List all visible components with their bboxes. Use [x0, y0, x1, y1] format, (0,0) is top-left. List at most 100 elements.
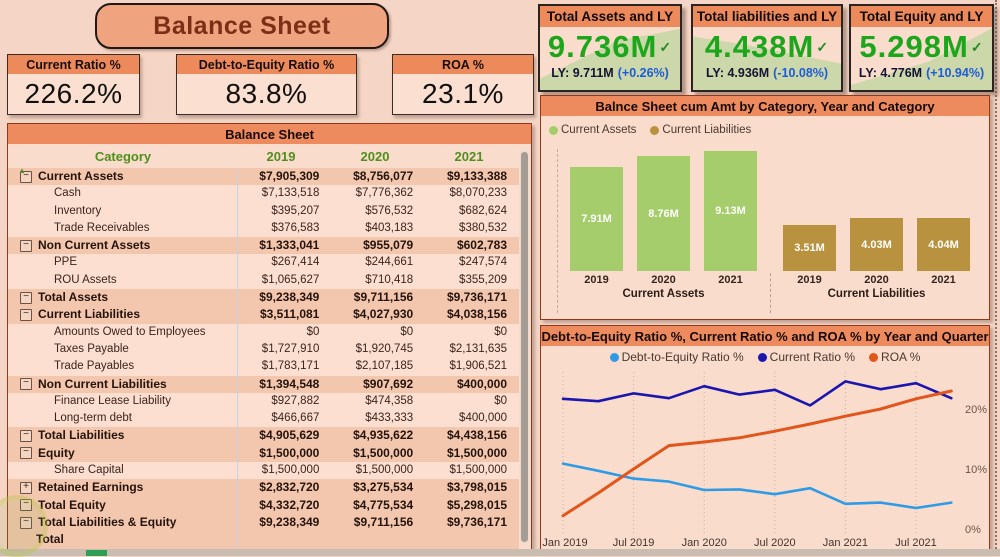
bar[interactable]: 9.13M — [704, 151, 757, 271]
table-row[interactable]: Trade Receivables $376,583 $403,183 $380,53… — [8, 219, 519, 238]
table-row[interactable]: − Current Liabilities $3,511,081 $4,027,930… — [8, 306, 519, 324]
line-chart-svg: Jan 2019 Jul 2019 Jan 2020 Jul 2020 Jan 2021… — [542, 372, 987, 549]
line-series[interactable] — [561, 462, 953, 510]
legend-dot-icon — [757, 352, 767, 362]
collapse-icon[interactable]: − — [20, 516, 32, 529]
table-row[interactable]: Share Capital $1,500,000 $1,500,000 $1,500,… — [8, 462, 519, 480]
roa-card[interactable]: ROA % 23.1% — [392, 54, 534, 115]
row-value: $1,783,171 — [261, 360, 320, 373]
row-label: Total Equity — [38, 497, 106, 512]
table-row[interactable]: − Total Liabilities & Equity $9,238,349 $9,… — [8, 513, 519, 532]
column-header-2021[interactable]: 2021 — [454, 148, 484, 164]
row-value: $8,756,077 — [353, 169, 414, 183]
table-row[interactable]: − Non Current Liabilities $1,394,548 $907,6… — [8, 375, 519, 393]
table-row[interactable]: Inventory $395,207 $576,532 $682,624 — [8, 202, 519, 220]
y-axis-label: 10% — [965, 464, 987, 476]
bar[interactable]: 7.91M — [570, 167, 623, 271]
line-series[interactable] — [561, 380, 953, 407]
row-value: $1,333,041 — [259, 238, 320, 253]
row-value: $9,711,156 — [353, 290, 414, 305]
table-row[interactable]: Taxes Payable $1,727,910 $1,920,745 $2,131,… — [8, 340, 519, 359]
collapse-icon[interactable]: − — [20, 239, 32, 252]
total-assets-kpi-card[interactable]: Total Assets and LY 9.736M ✓ LY: 9.711M (+… — [538, 4, 682, 92]
total-assets-ly: LY: 9.711M — [551, 66, 614, 80]
row-value: $576,532 — [365, 204, 414, 217]
row-value: $267,414 — [271, 256, 320, 269]
scrollbar-thumb[interactable] — [521, 152, 528, 542]
row-value: $7,776,362 — [355, 187, 414, 200]
bar[interactable]: 3.51M — [783, 225, 836, 271]
table-row[interactable]: − Equity $1,500,000 $1,500,000 $1,500,000 — [8, 444, 519, 463]
collapse-icon[interactable]: − — [20, 430, 32, 443]
line-chart-legend: Debt-to-Equity Ratio % Current Ratio % ROA… — [541, 350, 989, 364]
y-axis-label: 20% — [965, 404, 987, 416]
total-equity-ly: LY: 4.776M — [858, 66, 923, 80]
column-header-2019[interactable]: 2019 — [266, 148, 296, 164]
bar[interactable]: 4.04M — [917, 218, 970, 271]
legend-item[interactable]: Current Ratio % — [757, 350, 855, 364]
total-equity-kpi-card[interactable]: Total Equity and LY 5.298M ✓ LY: 4.776M (+… — [849, 4, 994, 92]
expand-icon[interactable]: + — [20, 481, 32, 494]
row-label: ROU Assets — [54, 273, 117, 286]
table-row[interactable]: − Total Assets $9,238,349 $9,711,156 $9,736,… — [8, 289, 519, 307]
total-liabilities-kpi-card[interactable]: Total liabilities and LY 4.438M ✓ LY: 4.9… — [691, 4, 843, 92]
line-series[interactable] — [561, 389, 953, 518]
watermark-fragment — [86, 550, 107, 556]
bar[interactable]: 8.76M — [637, 156, 690, 271]
table-row[interactable]: + Retained Earnings $2,832,720 $3,275,534 $3… — [8, 479, 519, 497]
bar-group: 7.91M 8.76M 9.13M 2019 2020 2021 Current Asset… — [557, 149, 770, 313]
column-header-2020[interactable]: 2020 — [360, 148, 390, 164]
table-row[interactable]: Cash $7,133,518 $7,776,362 $8,070,233 — [8, 185, 519, 203]
collapse-icon[interactable]: − — [20, 499, 32, 512]
canvas-edge-dotted-line — [995, 0, 997, 556]
bar-group: 3.51M 4.03M 4.04M 2019 2020 2021 Current Liabi… — [770, 149, 983, 313]
table-row[interactable]: Total — [8, 531, 519, 549]
legend-item[interactable]: Current Liabilities — [650, 124, 751, 136]
column-header-category[interactable]: Category — [94, 148, 152, 164]
legend-item[interactable]: ROA % — [869, 350, 920, 364]
row-value: $474,358 — [365, 394, 414, 407]
table-row[interactable]: Finance Lease Liability $927,882 $474,358 $… — [8, 392, 519, 411]
row-value: $1,500,000 — [446, 445, 508, 460]
table-row[interactable]: − Non Current Assets $1,333,041 $955,079 $60… — [8, 237, 519, 255]
check-icon: ✓ — [659, 38, 673, 55]
row-label: Retained Earnings — [38, 480, 144, 495]
row-label: PPE — [54, 256, 78, 269]
current-ratio-card[interactable]: Current Ratio % 226.2% — [7, 54, 140, 115]
table-row[interactable]: − Total Liabilities $4,905,629 $4,935,622 $4… — [8, 427, 519, 445]
legend-item[interactable]: Current Assets — [549, 124, 636, 136]
table-row[interactable]: Long-term debt $466,667 $433,333 $400,000 — [8, 410, 519, 428]
row-value: $433,333 — [365, 412, 414, 425]
row-label: Current Liabilities — [38, 307, 141, 322]
collapse-icon[interactable]: − — [20, 291, 32, 304]
table-row[interactable]: Amounts Owed to Employees $0 $0 $0 — [8, 323, 519, 341]
legend-dot-icon — [650, 125, 660, 135]
x-axis-label: Jul 2021 — [895, 537, 937, 549]
row-value: $403,183 — [365, 221, 414, 234]
collapse-icon[interactable]: − — [20, 378, 32, 391]
debt-to-equity-card-title: Debt-to-Equity Ratio % — [177, 55, 356, 74]
bar-x-label: 2021 — [718, 274, 743, 286]
bar[interactable]: 4.03M — [850, 218, 903, 271]
collapse-icon[interactable]: − — [20, 170, 32, 183]
row-value: $4,438,156 — [446, 428, 508, 443]
sort-ascending-icon[interactable]: ▲ — [18, 166, 26, 175]
table-scrollbar[interactable] — [520, 150, 529, 544]
total-liabilities-kpi-title: Total liabilities and LY — [693, 6, 841, 27]
table-row[interactable]: − Total Equity $4,332,720 $4,775,534 $5,298,… — [8, 496, 519, 514]
table-row[interactable]: ROU Assets $1,065,627 $710,418 $355,209 — [8, 271, 519, 290]
collapse-icon[interactable]: − — [20, 447, 32, 460]
table-row[interactable]: Trade Payables $1,783,171 $2,107,185 $1,906… — [8, 358, 519, 376]
row-label: Trade Payables — [54, 360, 135, 373]
row-value: $1,500,000 — [355, 464, 414, 477]
row-value: $955,079 — [363, 238, 414, 253]
legend-item[interactable]: Debt-to-Equity Ratio % — [609, 350, 744, 364]
collapse-icon[interactable]: − — [20, 309, 32, 322]
table-row[interactable]: PPE $267,414 $244,661 $247,574 — [8, 254, 519, 272]
check-icon: ✓ — [970, 38, 984, 55]
table-title: Balance Sheet — [8, 124, 531, 144]
current-ratio-card-value: 226.2% — [24, 78, 123, 109]
table-row[interactable]: − Current Assets $7,905,309 $8,756,077 $9,13… — [8, 168, 519, 186]
debt-to-equity-card[interactable]: Debt-to-Equity Ratio % 83.8% — [176, 54, 357, 115]
bar-chart-legend: Current Assets Current Liabilities — [549, 124, 751, 136]
